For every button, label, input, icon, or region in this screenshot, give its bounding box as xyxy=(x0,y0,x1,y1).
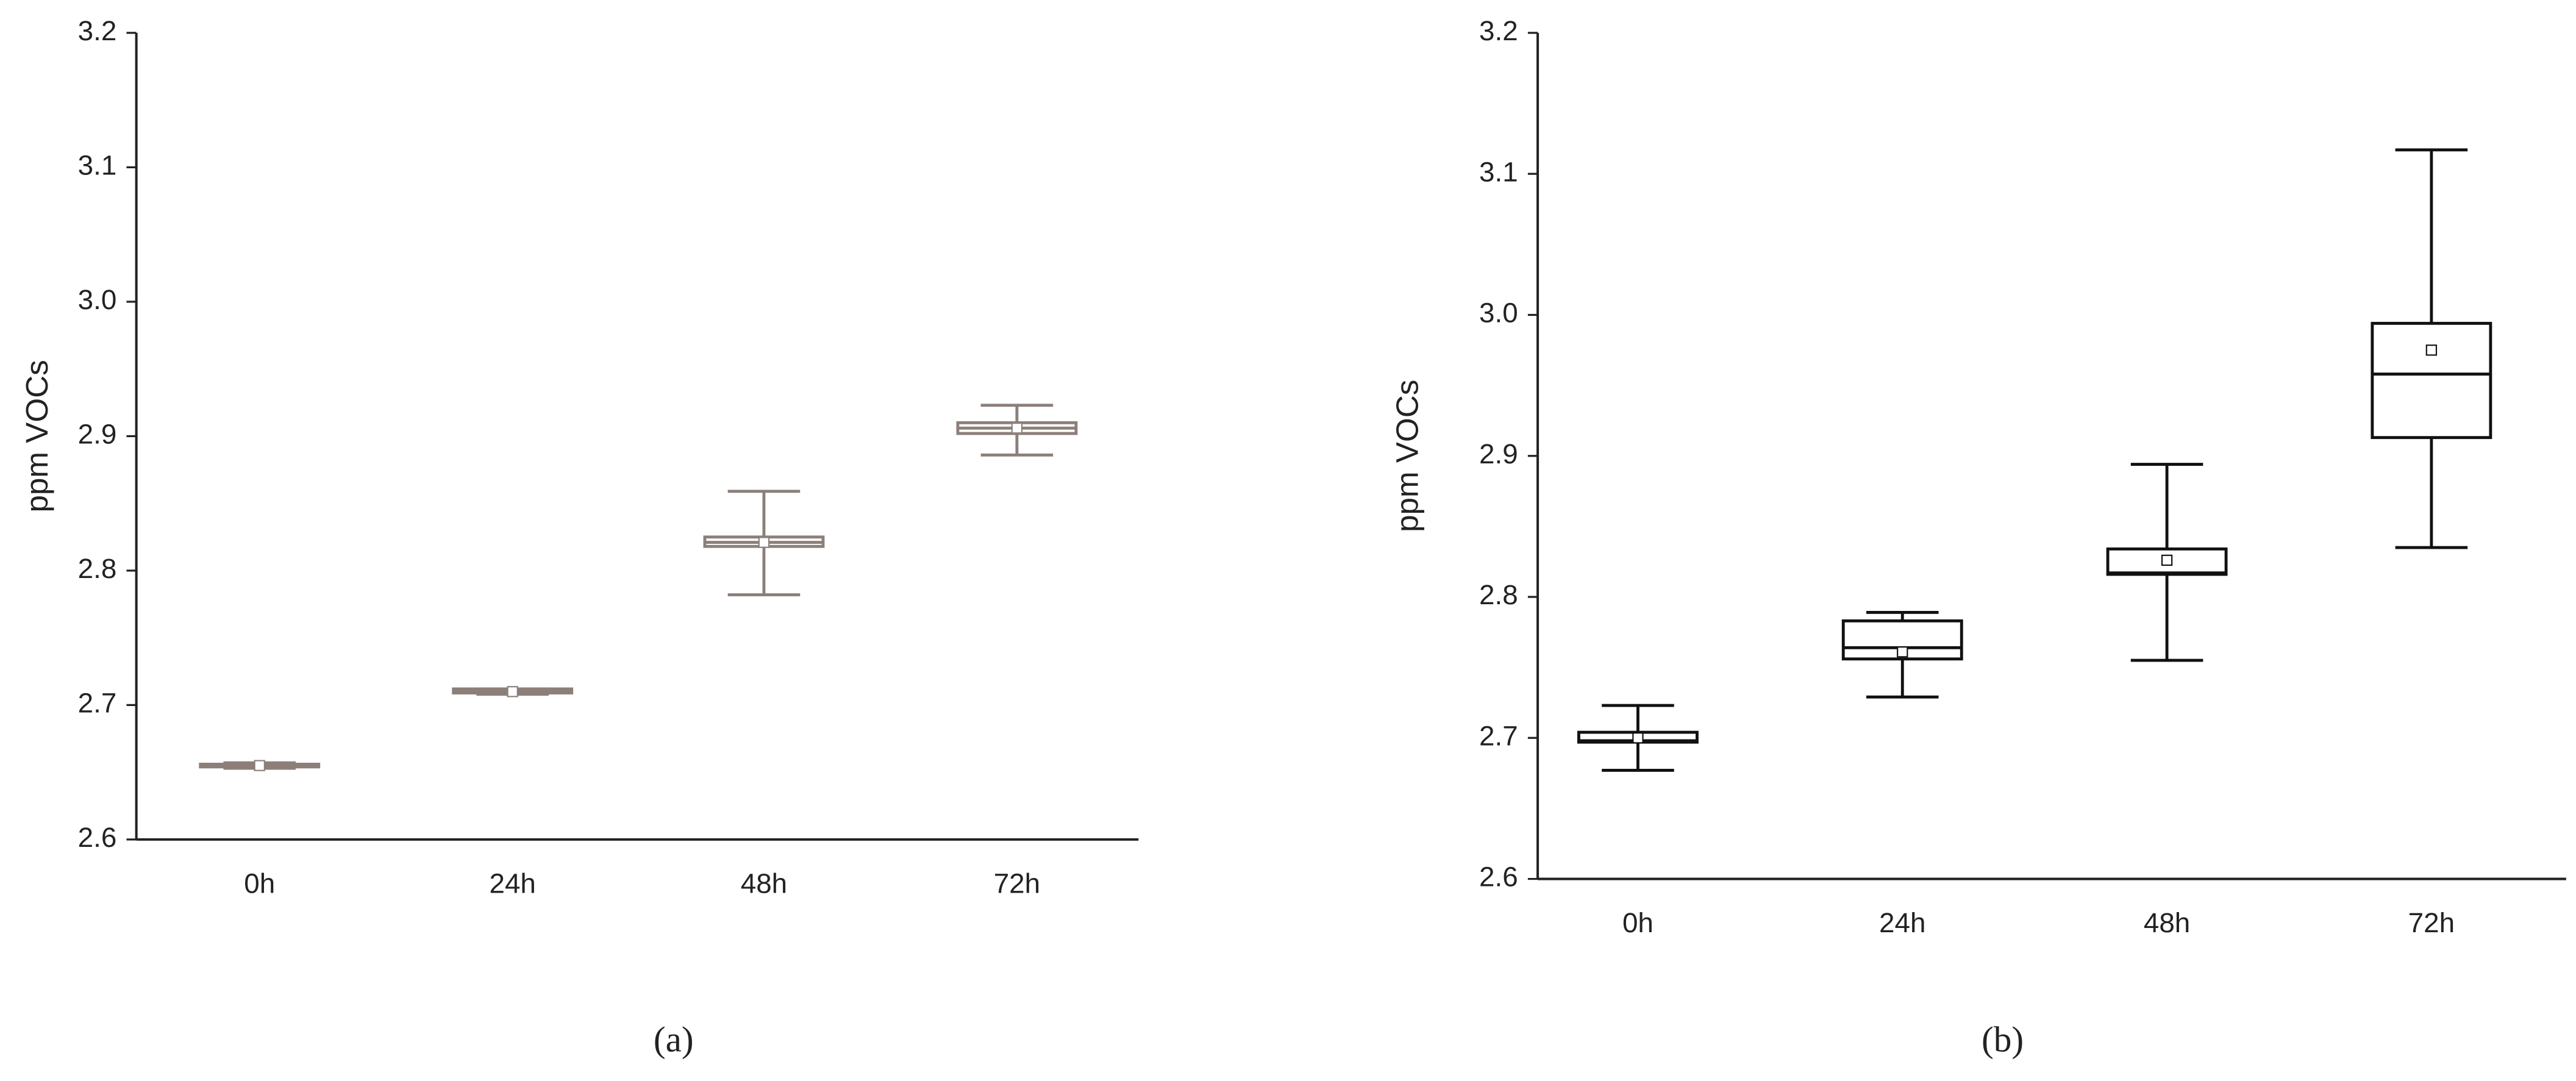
y-tick-label: 2.8 xyxy=(1479,579,1518,610)
y-tick-label: 2.7 xyxy=(1479,720,1518,751)
y-tick-label: 3.2 xyxy=(78,15,117,46)
y-tick-label: 2.7 xyxy=(78,687,117,718)
y-tick-label: 2.9 xyxy=(1479,438,1518,469)
y-tick-label: 2.8 xyxy=(78,553,117,584)
mean-marker xyxy=(1632,732,1644,744)
y-tick-label: 3.1 xyxy=(1479,156,1518,187)
y-tick-label: 2.9 xyxy=(78,418,117,449)
y-tick-label: 3.1 xyxy=(78,149,117,180)
y-tick-label: 3.0 xyxy=(1479,298,1518,329)
box xyxy=(2371,321,2492,440)
y-tick-label: 2.6 xyxy=(78,822,117,853)
y-axis-label: ppm VOCs xyxy=(20,360,54,512)
y-tick-label: 3.0 xyxy=(78,284,117,315)
x-tick-label: 48h xyxy=(2144,907,2190,938)
panel-caption: (b) xyxy=(1982,1019,2024,1060)
mean-marker xyxy=(758,537,770,548)
x-tick-label: 0h xyxy=(1622,907,1654,938)
x-tick-label: 24h xyxy=(1879,907,1925,938)
mean-marker xyxy=(507,686,518,697)
x-tick-label: 24h xyxy=(489,868,535,899)
mean-marker xyxy=(1011,423,1023,434)
mean-marker xyxy=(254,760,265,771)
x-tick-label: 0h xyxy=(244,868,275,899)
panel-caption: (a) xyxy=(654,1019,694,1060)
y-tick-label: 3.2 xyxy=(1479,15,1518,46)
mean-marker xyxy=(2425,344,2438,356)
mean-marker xyxy=(2161,554,2173,566)
y-tick-label: 2.6 xyxy=(1479,862,1518,893)
mean-marker xyxy=(1897,646,1908,658)
x-tick-label: 48h xyxy=(741,868,787,899)
y-axis-label: ppm VOCs xyxy=(1390,380,1424,532)
x-tick-label: 72h xyxy=(2408,907,2455,938)
x-tick-label: 72h xyxy=(994,868,1040,899)
